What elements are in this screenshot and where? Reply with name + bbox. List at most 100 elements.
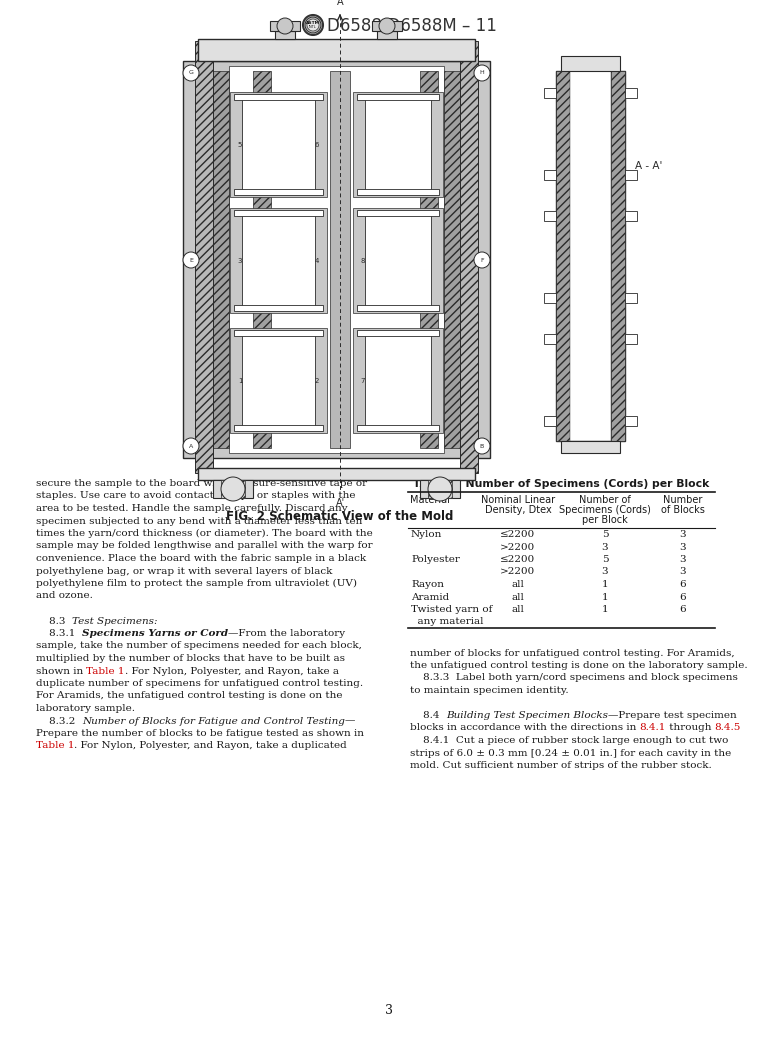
Text: 1: 1 bbox=[601, 605, 608, 614]
Bar bbox=[625, 416, 637, 426]
Text: the unfatigued control testing is done on the laboratory sample.: the unfatigued control testing is done o… bbox=[410, 661, 748, 670]
Bar bbox=[625, 170, 637, 180]
Text: Specimens Yarns or Cord: Specimens Yarns or Cord bbox=[82, 629, 228, 638]
Text: . For Nylon, Polyester, and Rayon, take a duplicated: . For Nylon, Polyester, and Rayon, take … bbox=[75, 741, 347, 751]
Bar bbox=[357, 189, 439, 195]
Bar bbox=[357, 330, 439, 336]
Bar bbox=[270, 21, 300, 31]
Bar bbox=[357, 210, 439, 215]
Text: strips of 6.0 ± 0.3 mm [0.24 ± 0.01 in.] for each cavity in the: strips of 6.0 ± 0.3 mm [0.24 ± 0.01 in.]… bbox=[410, 748, 731, 758]
Text: Table 1: Table 1 bbox=[36, 741, 75, 751]
Bar bbox=[242, 332, 315, 429]
Bar bbox=[198, 39, 475, 61]
Text: Test Specimens:: Test Specimens: bbox=[72, 616, 157, 626]
Text: 3: 3 bbox=[601, 542, 608, 552]
Circle shape bbox=[221, 477, 245, 501]
Text: —Prepare test specimen: —Prepare test specimen bbox=[608, 711, 737, 720]
Text: 8.4.1  Cut a piece of rubber stock large enough to cut two: 8.4.1 Cut a piece of rubber stock large … bbox=[410, 736, 728, 745]
Text: FIG. 2 Schematic View of the Mold: FIG. 2 Schematic View of the Mold bbox=[226, 510, 454, 523]
Text: secure the sample to the board with pressure-sensitive tape or: secure the sample to the board with pres… bbox=[36, 479, 367, 488]
Bar bbox=[556, 71, 570, 441]
Circle shape bbox=[474, 65, 490, 81]
Text: Aramid: Aramid bbox=[411, 592, 449, 602]
Text: D6588/D6588M – 11: D6588/D6588M – 11 bbox=[327, 16, 497, 34]
Bar bbox=[213, 480, 253, 498]
Text: of Blocks: of Blocks bbox=[661, 505, 704, 515]
Text: 3: 3 bbox=[679, 555, 686, 564]
Text: 5: 5 bbox=[238, 142, 242, 148]
Bar bbox=[234, 94, 323, 100]
Text: 6: 6 bbox=[679, 592, 686, 602]
Text: multiplied by the number of blocks that have to be built as: multiplied by the number of blocks that … bbox=[36, 654, 345, 663]
Text: 1: 1 bbox=[601, 592, 608, 602]
Circle shape bbox=[307, 19, 319, 31]
Text: duplicate number of specimens for unfatigued control testing.: duplicate number of specimens for unfati… bbox=[36, 679, 363, 688]
Text: Building Test Specimen Blocks: Building Test Specimen Blocks bbox=[446, 711, 608, 720]
Text: 8.3.2: 8.3.2 bbox=[36, 716, 82, 726]
Bar bbox=[242, 212, 315, 309]
Text: 6: 6 bbox=[679, 605, 686, 614]
Bar bbox=[444, 71, 462, 448]
Bar bbox=[544, 211, 556, 221]
Text: staples. Use care to avoid contact of tape or staples with the: staples. Use care to avoid contact of ta… bbox=[36, 491, 356, 501]
Text: TABLE 1 Number of Specimens (Cords) per Block: TABLE 1 Number of Specimens (Cords) per … bbox=[413, 479, 710, 489]
Text: all: all bbox=[512, 605, 524, 614]
Text: ≤2200: ≤2200 bbox=[500, 555, 535, 564]
Circle shape bbox=[277, 18, 293, 34]
Text: 3: 3 bbox=[238, 258, 242, 264]
Text: all: all bbox=[512, 592, 524, 602]
Circle shape bbox=[305, 17, 321, 33]
Bar bbox=[556, 71, 625, 441]
Text: 7: 7 bbox=[361, 378, 365, 384]
Text: >2200: >2200 bbox=[500, 567, 535, 577]
Bar bbox=[625, 211, 637, 221]
Bar bbox=[230, 328, 327, 433]
Text: A': A' bbox=[335, 498, 345, 508]
Bar bbox=[211, 71, 229, 448]
Text: Polyester: Polyester bbox=[411, 555, 460, 564]
Circle shape bbox=[303, 15, 323, 35]
Bar bbox=[195, 41, 213, 473]
Text: Density, Dtex: Density, Dtex bbox=[485, 505, 552, 515]
Bar bbox=[230, 92, 327, 197]
Text: Nominal Linear: Nominal Linear bbox=[481, 496, 555, 505]
Bar bbox=[353, 92, 443, 197]
Text: Table 1: Table 1 bbox=[86, 666, 125, 676]
Bar bbox=[198, 468, 475, 480]
Bar bbox=[544, 170, 556, 180]
Bar bbox=[230, 208, 327, 313]
Text: INTL: INTL bbox=[309, 25, 317, 29]
Text: mold. Cut sufficient number of strips of the rubber stock.: mold. Cut sufficient number of strips of… bbox=[410, 761, 712, 770]
Text: specimen subjected to any bend with a diameter less than ten: specimen subjected to any bend with a di… bbox=[36, 516, 363, 526]
Text: 8.4.1: 8.4.1 bbox=[640, 723, 666, 733]
Bar bbox=[357, 305, 439, 311]
Bar bbox=[234, 330, 323, 336]
Text: H: H bbox=[479, 71, 485, 76]
Text: 8.3: 8.3 bbox=[36, 616, 72, 626]
Circle shape bbox=[474, 438, 490, 454]
Bar bbox=[365, 332, 431, 429]
Text: all: all bbox=[512, 580, 524, 589]
Text: Rayon: Rayon bbox=[411, 580, 444, 589]
Text: E: E bbox=[189, 257, 193, 262]
Bar bbox=[372, 21, 402, 31]
Text: 8.4: 8.4 bbox=[410, 711, 446, 720]
Text: Twisted yarn of: Twisted yarn of bbox=[411, 605, 492, 614]
Bar bbox=[353, 208, 443, 313]
Bar bbox=[428, 480, 452, 498]
Text: ≤2200: ≤2200 bbox=[500, 530, 535, 539]
Text: —From the laboratory: —From the laboratory bbox=[228, 629, 345, 638]
Bar bbox=[544, 88, 556, 98]
Text: A - A': A - A' bbox=[635, 161, 662, 171]
Text: convenience. Place the board with the fabric sample in a black: convenience. Place the board with the fa… bbox=[36, 554, 366, 563]
Text: 5: 5 bbox=[601, 555, 608, 564]
Bar bbox=[253, 71, 271, 448]
Bar bbox=[420, 480, 460, 498]
Bar bbox=[460, 41, 478, 473]
Text: For Aramids, the unfatigued control testing is done on the: For Aramids, the unfatigued control test… bbox=[36, 691, 342, 701]
Bar bbox=[330, 71, 350, 448]
Circle shape bbox=[474, 252, 490, 268]
Text: Specimens (Cords): Specimens (Cords) bbox=[559, 505, 651, 515]
Text: 3: 3 bbox=[679, 567, 686, 577]
Bar bbox=[234, 425, 323, 431]
